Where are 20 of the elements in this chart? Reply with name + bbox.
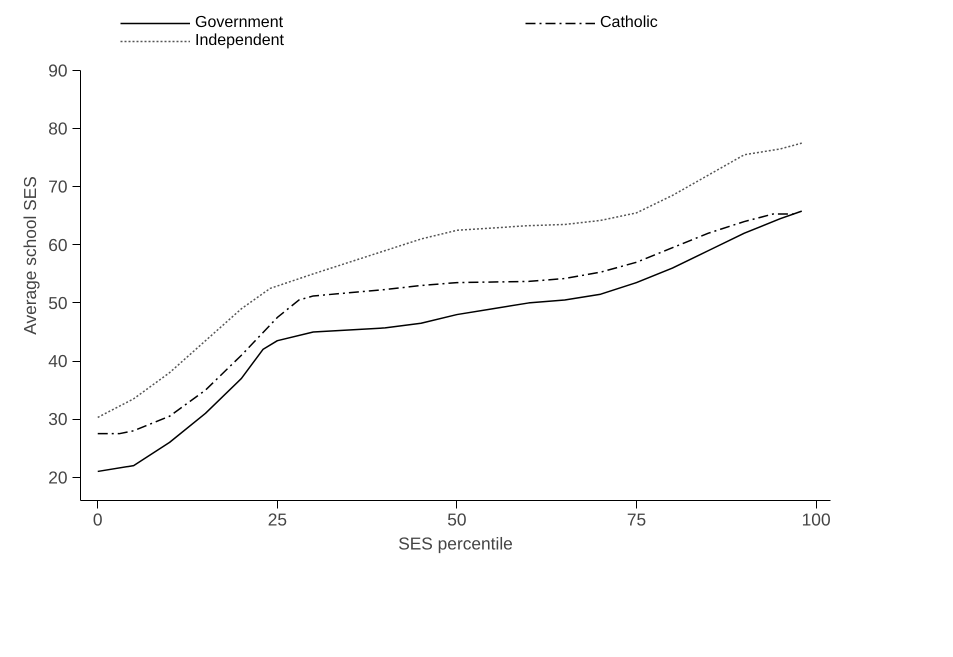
- y-tick-label: 90: [48, 60, 68, 80]
- x-axis-title: SES percentile: [398, 534, 513, 554]
- line-series: [96, 142, 803, 418]
- y-tick-label: 60: [48, 234, 68, 255]
- x-tick-label: 25: [268, 510, 287, 530]
- line-series: [96, 210, 803, 472]
- x-tick-label: 100: [802, 510, 831, 530]
- y-axis-title: Average school SES: [20, 176, 40, 335]
- legend-label: Government: [195, 14, 284, 32]
- y-tick-label: 50: [48, 292, 68, 313]
- legend-label: Independent: [195, 32, 285, 50]
- y-tick-label: 40: [48, 351, 68, 372]
- y-tick-label: 70: [48, 176, 68, 197]
- legend-label: Catholic: [600, 14, 659, 32]
- x-tick-label: 0: [92, 510, 103, 530]
- x-tick-label: 75: [626, 510, 646, 530]
- x-tick-label: 50: [447, 510, 467, 530]
- y-tick-label: 30: [48, 409, 68, 430]
- y-tick-label: 80: [48, 118, 68, 139]
- y-tick-label: 20: [48, 467, 68, 488]
